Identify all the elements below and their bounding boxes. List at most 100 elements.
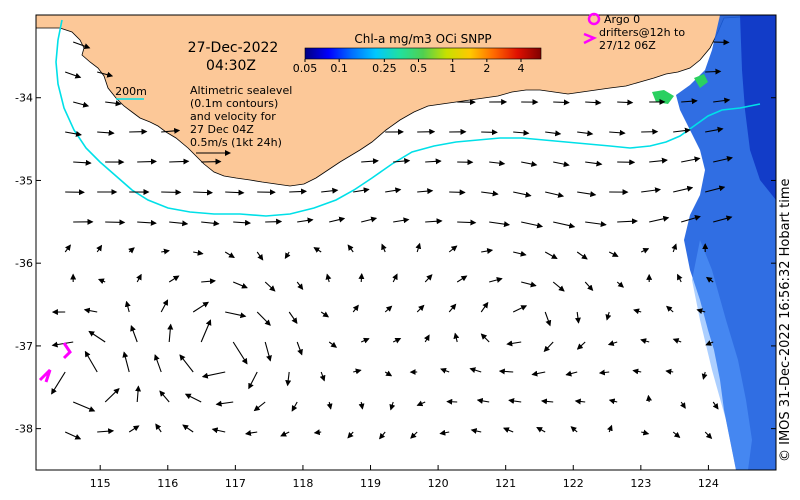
colorbar-tick-label: 0.5 [410,62,428,75]
velocity-arrow [169,220,189,227]
velocity-arrow [521,161,538,167]
velocity-arrow [553,161,570,168]
velocity-arrow [130,325,138,343]
description-line: 0.5m/s (1kt 24h) [190,136,282,149]
velocity-arrow [646,394,653,403]
velocity-arrow [122,351,130,373]
velocity-arrow [439,429,450,436]
velocity-arrow [681,98,698,105]
velocity-arrow [168,275,180,283]
velocity-arrow [543,341,554,353]
velocity-arrow [705,340,714,346]
velocity-arrow [137,158,157,165]
velocity-arrow [384,370,393,377]
velocity-arrow [513,250,527,257]
velocity-arrow [211,427,226,434]
velocity-arrow [225,311,247,319]
velocity-arrow [640,248,650,254]
velocity-arrow [545,130,562,137]
velocity-arrow [392,337,402,344]
velocity-arrow [585,99,602,106]
velocity-arrow [291,401,298,412]
velocity-arrow [665,368,674,375]
description-block: Altimetric sealevel (0.1m contours) and … [190,84,292,156]
velocity-arrow [640,338,650,344]
velocity-arrow [425,158,442,165]
velocity-arrow [679,401,686,409]
velocity-arrow [64,431,82,440]
velocity-arrow [681,215,701,223]
velocity-arrow [51,341,74,348]
velocity-arrow [641,187,662,194]
velocity-arrow [97,278,106,285]
date-label: 27-Dec-2022 [188,40,279,56]
velocity-arrow [617,218,638,225]
x-tick-label: 123 [630,477,651,490]
velocity-arrow [381,243,387,253]
velocity-arrow [72,401,96,412]
velocity-arrow [704,431,713,440]
y-tick-label: -35 [15,174,33,187]
isobath-200m [55,19,761,217]
velocity-arrow [193,249,204,256]
velocity-arrow [545,191,565,198]
velocity-arrow [574,398,586,405]
velocity-arrow [513,129,530,136]
velocity-arrow [415,242,422,253]
velocity-arrow [649,215,670,223]
isobath-legend-label: 200m [115,85,147,98]
colorbar-ticks: 0.05 0.1 0.25 0.5 1 2 4 [293,59,525,75]
velocity-arrow [288,311,298,324]
velocity-arrow [677,273,683,283]
velocity-arrow [423,334,430,343]
x-tick-label: 115 [90,477,111,490]
drifter-legend: Argo 0 drifters@12h to 27/12 06Z [583,12,685,52]
x-tick-label: 120 [428,477,449,490]
time-label: 04:30Z [206,58,256,74]
velocity-arrow [232,341,248,365]
velocity-arrow [448,303,457,313]
velocity-arrow [233,219,252,226]
velocity-arrow [416,400,426,407]
velocity-arrow [540,398,554,405]
velocity-arrow [605,311,612,321]
velocity-arrow [128,425,140,433]
velocity-arrow [531,370,546,377]
velocity-arrow [469,367,482,373]
velocity-arrow [256,251,264,261]
velocity-arrow [232,281,248,289]
velocity-arrow [536,427,546,433]
velocity-arrow [456,275,468,283]
velocity-arrow [161,127,181,134]
velocity-arrow [521,221,544,229]
velocity-arrow [153,354,162,373]
velocity-arrow [136,273,142,283]
y-tick-label: -36 [15,257,33,270]
drifter-label-line2: 27/12 06Z [599,39,656,52]
velocity-arrow [253,401,266,412]
velocity-arrow [297,217,314,224]
velocity-arrow [607,424,613,433]
velocity-arrow [182,424,194,433]
velocity-arrow [184,393,202,403]
velocity-arrow [167,323,174,343]
x-tick-label: 121 [495,477,516,490]
velocity-arrow [358,272,365,283]
velocity-arrow [416,304,425,313]
velocity-arrow [137,219,157,226]
drifter-tracks [38,342,72,383]
velocity-arrow [225,189,245,196]
velocity-arrow [313,247,322,253]
plot-frame [35,14,777,471]
velocity-arrow [673,127,691,134]
velocity-arrow [264,341,272,362]
velocity-arrow [671,243,678,253]
velocity-arrow [360,337,370,344]
velocity-arrow [285,371,292,387]
velocity-arrow [489,221,511,228]
velocity-arrow [358,401,365,410]
x-tick-label: 118 [292,477,313,490]
velocity-arrow [284,251,291,260]
velocity-arrow [713,215,733,223]
